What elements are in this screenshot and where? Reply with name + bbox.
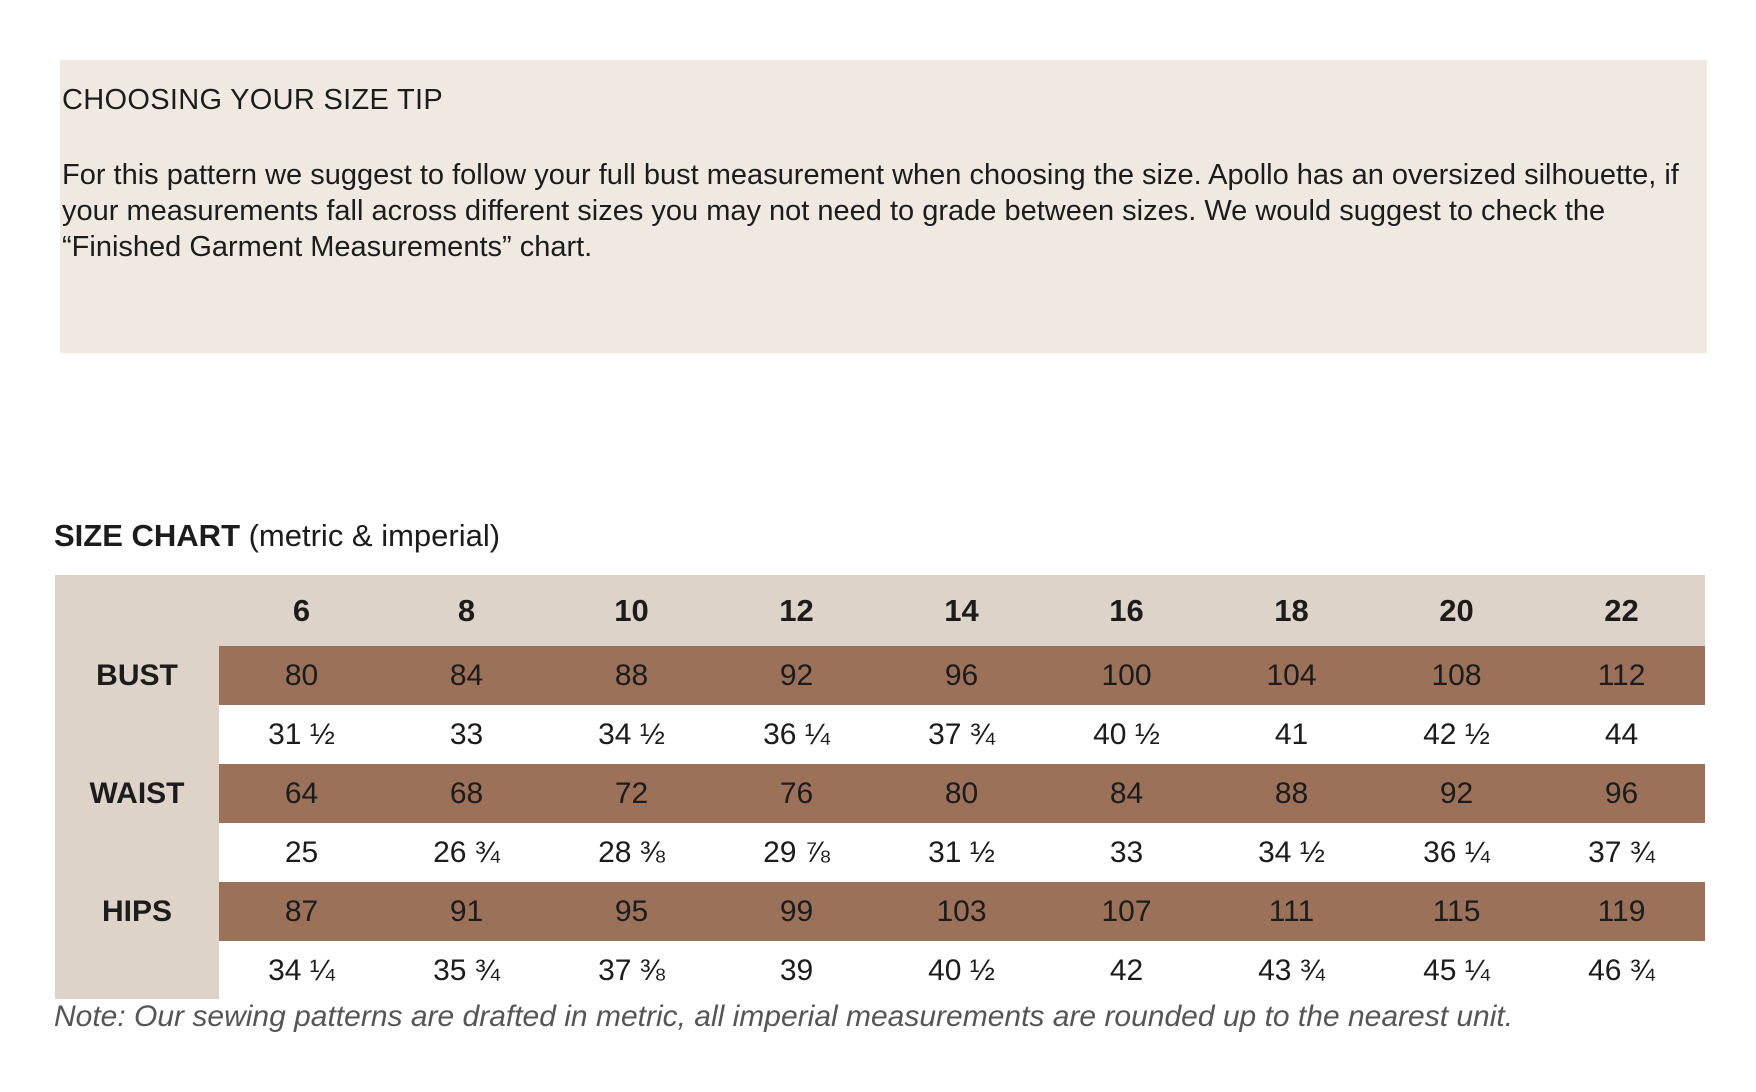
table-cell: 87 bbox=[284, 894, 319, 928]
tip-body: For this pattern we suggest to follow yo… bbox=[62, 159, 1679, 263]
table-cell: 112 bbox=[1597, 658, 1646, 692]
row-label-bust: BUST bbox=[96, 658, 178, 692]
size-header-cell: 8 bbox=[457, 592, 476, 628]
table-cell: 100 bbox=[1101, 658, 1152, 692]
table-cell: 76 bbox=[779, 776, 814, 810]
table-cell: 37 ¾ bbox=[928, 717, 995, 751]
table-cell: 104 bbox=[1266, 658, 1317, 692]
table-cell: 80 bbox=[284, 658, 319, 692]
table-cell: 91 bbox=[449, 894, 484, 928]
size-header-cell: 16 bbox=[1109, 592, 1144, 628]
table-cell: 31 ½ bbox=[268, 717, 335, 751]
size-header-cell: 20 bbox=[1439, 592, 1474, 628]
size-header-cell: 6 bbox=[292, 592, 311, 628]
table-cell: 37 ¾ bbox=[1588, 835, 1655, 869]
table-cell: 46 ¾ bbox=[1588, 953, 1655, 987]
size-header-cell: 14 bbox=[944, 592, 979, 628]
table-cell: 72 bbox=[614, 776, 649, 810]
table-cell: 92 bbox=[1439, 776, 1474, 810]
table-cell: 31 ½ bbox=[928, 835, 995, 869]
table-cell: 45 ¼ bbox=[1423, 953, 1490, 987]
table-cell: 42 bbox=[1109, 953, 1144, 987]
table-cell: 92 bbox=[779, 658, 814, 692]
table-cell: 28 ⅜ bbox=[598, 835, 665, 869]
table-cell: 25 bbox=[284, 835, 319, 869]
size-chart-heading-bold: SIZE CHART bbox=[54, 518, 240, 553]
waist-metric-row: 64 68 72 76 80 84 88 92 96 bbox=[219, 764, 1705, 823]
table-cell: 44 bbox=[1604, 717, 1639, 751]
table-cell: 34 ½ bbox=[1258, 835, 1325, 869]
row-label-column: BUST WAIST HIPS bbox=[55, 575, 219, 999]
table-cell: 99 bbox=[779, 894, 814, 928]
hips-imperial-row: 34 ¼ 35 ¾ 37 ⅜ 39 40 ½ 42 43 ¾ 45 ¼ 46 ¾ bbox=[219, 941, 1705, 1000]
table-cell: 84 bbox=[1109, 776, 1144, 810]
table-cell: 36 ¼ bbox=[763, 717, 830, 751]
table-cell: 33 bbox=[1109, 835, 1144, 869]
table-cell: 103 bbox=[936, 894, 987, 928]
table-cell: 26 ¾ bbox=[433, 835, 500, 869]
waist-imperial-row: 25 26 ¾ 28 ⅜ 29 ⅞ 31 ½ 33 34 ½ 36 ¼ 37 ¾ bbox=[219, 823, 1705, 882]
table-cell: 108 bbox=[1431, 658, 1482, 692]
table-cell: 34 ½ bbox=[598, 717, 665, 751]
table-cell: 80 bbox=[944, 776, 979, 810]
table-cell: 42 ½ bbox=[1423, 717, 1490, 751]
table-cell: 107 bbox=[1101, 894, 1152, 928]
table-cell: 35 ¾ bbox=[433, 953, 500, 987]
table-cell: 119 bbox=[1597, 894, 1646, 928]
table-cell: 40 ½ bbox=[1093, 717, 1160, 751]
metric-note: Note: Our sewing patterns are drafted in… bbox=[54, 1000, 1514, 1033]
bust-metric-row: 80 84 88 92 96 100 104 108 112 bbox=[219, 646, 1705, 705]
size-header-cell: 22 bbox=[1604, 592, 1639, 628]
table-cell: 40 ½ bbox=[928, 953, 995, 987]
table-cell: 96 bbox=[1604, 776, 1639, 810]
table-cell: 95 bbox=[614, 894, 649, 928]
table-cell: 39 bbox=[779, 953, 814, 987]
table-cell: 33 bbox=[449, 717, 484, 751]
table-cell: 29 ⅞ bbox=[763, 835, 830, 869]
row-label-waist: WAIST bbox=[89, 776, 185, 810]
table-cell: 68 bbox=[449, 776, 484, 810]
table-cell: 41 bbox=[1274, 717, 1309, 751]
tip-title: CHOOSING YOUR SIZE TIP bbox=[62, 84, 443, 116]
table-cell: 37 ⅜ bbox=[598, 953, 665, 987]
size-tip-box: CHOOSING YOUR SIZE TIP For this pattern … bbox=[60, 60, 1707, 353]
hips-metric-row: 87 91 95 99 103 107 111 115 119 bbox=[219, 882, 1705, 941]
table-cell: 111 bbox=[1268, 894, 1315, 928]
table-cell: 88 bbox=[1274, 776, 1309, 810]
bust-imperial-row: 31 ½ 33 34 ½ 36 ¼ 37 ¾ 40 ½ 41 42 ½ 44 bbox=[219, 705, 1705, 764]
table-cell: 36 ¼ bbox=[1423, 835, 1490, 869]
size-chart-table: BUST WAIST HIPS 6 8 10 12 14 16 18 20 22… bbox=[55, 575, 1705, 1000]
size-header-cell: 18 bbox=[1274, 592, 1309, 628]
table-cell: 96 bbox=[944, 658, 979, 692]
table-cell: 64 bbox=[284, 776, 319, 810]
size-header-cell: 12 bbox=[779, 592, 814, 628]
size-header-cell: 10 bbox=[614, 592, 649, 628]
table-cell: 115 bbox=[1432, 894, 1481, 928]
size-chart-heading: SIZE CHART (metric & imperial) bbox=[54, 518, 500, 554]
table-cell: 43 ¾ bbox=[1258, 953, 1325, 987]
table-cell: 34 ¼ bbox=[268, 953, 335, 987]
table-cell: 88 bbox=[614, 658, 649, 692]
size-chart-heading-units: (metric & imperial) bbox=[240, 518, 501, 553]
table-cell: 84 bbox=[449, 658, 484, 692]
size-header-row: 6 8 10 12 14 16 18 20 22 bbox=[219, 575, 1705, 646]
row-label-hips: HIPS bbox=[101, 894, 173, 928]
